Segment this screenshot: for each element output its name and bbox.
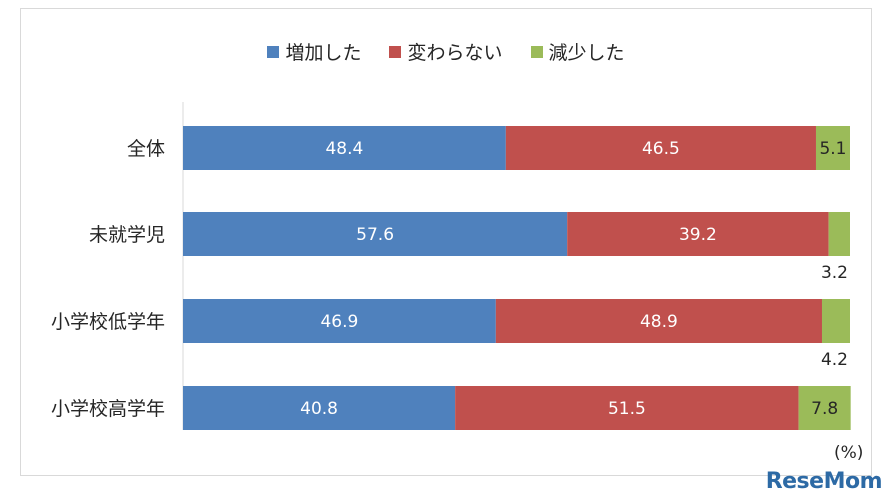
- data-label: 57.6: [356, 225, 394, 245]
- bar-segment: [183, 212, 568, 256]
- data-label: 5.1: [819, 139, 846, 159]
- bar-segment: [455, 386, 799, 430]
- category-label: 未就学児: [89, 224, 165, 246]
- legend-item-increased: 増加した: [267, 38, 361, 65]
- data-label: 46.9: [320, 312, 358, 332]
- legend-swatch-decreased: [530, 45, 543, 58]
- bar-segment: [798, 386, 851, 430]
- data-label: 48.4: [325, 139, 363, 159]
- data-label: 40.8: [300, 399, 338, 419]
- legend-swatch-increased: [267, 45, 280, 58]
- unit-label: (%): [834, 443, 864, 463]
- category-label: 小学校低学年: [51, 311, 165, 333]
- bar-segment: [495, 299, 822, 343]
- data-label: 46.5: [642, 139, 680, 159]
- bar-segment: [183, 386, 456, 430]
- data-label: 39.2: [679, 225, 717, 245]
- legend-label-increased: 増加した: [285, 42, 362, 64]
- data-label: 7.8: [811, 399, 838, 419]
- data-label: 3.2: [821, 263, 848, 283]
- legend-label-unchanged: 変わらない: [407, 42, 503, 64]
- category-label: 小学校高学年: [51, 398, 165, 420]
- bar-segment: [567, 212, 829, 256]
- bar-segment: [821, 299, 850, 343]
- legend-label-decreased: 減少した: [548, 42, 625, 64]
- data-label: 48.9: [640, 312, 678, 332]
- chart-legend: 増加した 変わらない 減少した: [0, 38, 892, 65]
- data-label: 51.5: [608, 399, 646, 419]
- bar-segment: [815, 126, 850, 170]
- legend-item-decreased: 減少した: [530, 38, 625, 65]
- bar-segment: [183, 126, 506, 170]
- bar-segment: [828, 212, 850, 256]
- legend-item-unchanged: 変わらない: [389, 38, 503, 65]
- watermark-logo: ReseMom: [765, 469, 883, 494]
- data-label: 4.2: [821, 350, 848, 370]
- bar-segment: [183, 299, 496, 343]
- category-label: 全体: [127, 138, 165, 160]
- bar-segment: [505, 126, 816, 170]
- legend-swatch-unchanged: [389, 45, 402, 58]
